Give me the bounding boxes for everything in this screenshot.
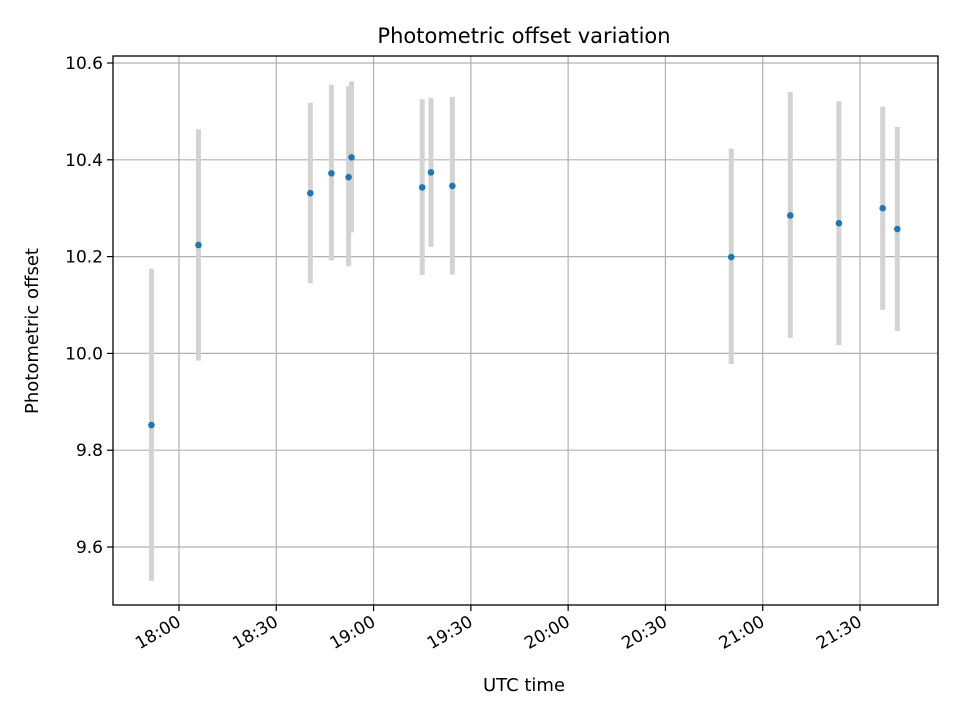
data-point bbox=[427, 169, 435, 176]
data-point bbox=[348, 154, 355, 161]
data-point bbox=[328, 170, 335, 177]
data-point bbox=[449, 182, 456, 190]
data-point bbox=[893, 225, 901, 233]
data-point bbox=[307, 189, 314, 197]
data-point bbox=[879, 204, 886, 212]
data-point bbox=[345, 173, 352, 181]
data-point bbox=[148, 421, 155, 429]
data-points bbox=[148, 154, 901, 429]
y-tick-label: 9.6 bbox=[76, 538, 103, 558]
grid-lines bbox=[113, 56, 938, 605]
data-point bbox=[835, 219, 843, 227]
y-tick-label: 10.4 bbox=[65, 151, 103, 171]
y-tick-label: 10.6 bbox=[65, 54, 103, 74]
y-tick-label: 10.0 bbox=[65, 344, 103, 364]
y-axis-label: Photometric offset bbox=[22, 248, 43, 414]
data-point bbox=[786, 212, 794, 219]
y-tick-label: 10.2 bbox=[65, 248, 103, 268]
plot-frame bbox=[112, 55, 939, 606]
x-axis-label: UTC time bbox=[483, 675, 565, 696]
chart-title: Photometric offset variation bbox=[377, 24, 670, 48]
data-point bbox=[418, 184, 426, 191]
y-tick-label: 9.8 bbox=[76, 441, 103, 461]
data-point bbox=[195, 241, 202, 249]
data-point bbox=[727, 253, 735, 261]
